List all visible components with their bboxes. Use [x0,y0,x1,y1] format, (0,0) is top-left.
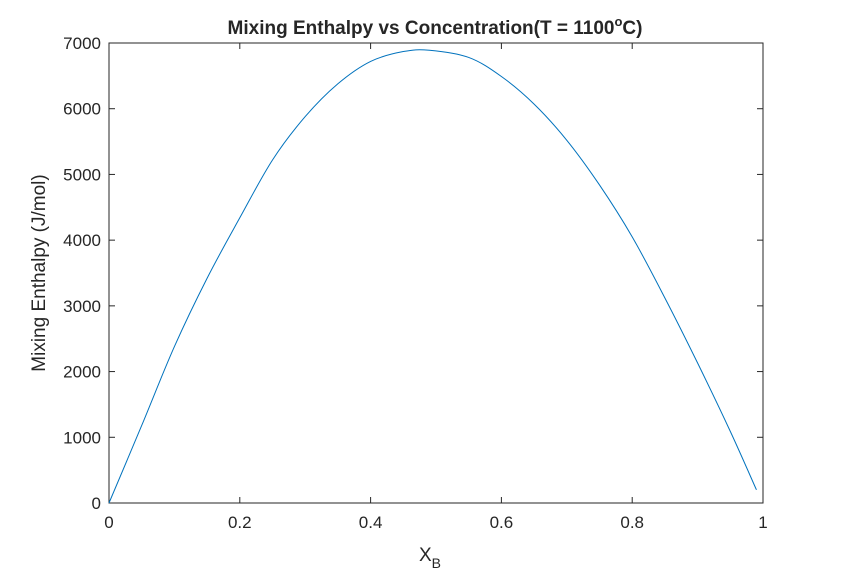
x-tick-labels: 0 0.2 0.4 0.6 0.8 1 [104,513,767,532]
tick-marks [108,42,764,504]
y-axis-label: Mixing Enthalpy (J/mol) [29,174,50,371]
chart-title-superscript: o [614,14,622,29]
y-tick-label: 2000 [63,363,101,382]
x-axis-label: XB [419,545,441,571]
chart-title: Mixing Enthalpy vs Concentration(T = 110… [228,14,643,39]
y-tick-label: 6000 [63,100,101,119]
series-line-0 [108,49,757,504]
y-tick-label: 4000 [63,231,101,250]
y-tick-label: 5000 [63,165,101,184]
plot-axes [108,42,764,504]
y-tick-label: 1000 [63,428,101,447]
x-tick-label: 0.4 [359,513,383,532]
x-axis-label-base: X [419,545,432,566]
chart-title-suffix: C) [622,18,642,39]
y-tick-label: 0 [92,494,101,513]
y-tick-label: 3000 [63,297,101,316]
x-tick-label: 0.2 [228,513,252,532]
y-tick-label: 7000 [63,34,101,53]
chart-title-prefix: Mixing Enthalpy vs Concentration(T = 110… [228,18,615,39]
y-tick-labels: 0 1000 2000 3000 4000 5000 6000 7000 [63,34,101,513]
x-tick-label: 1 [758,513,767,532]
plot-box [108,42,764,504]
x-tick-label: 0 [104,513,113,532]
x-tick-label: 0.8 [620,513,644,532]
x-axis-label-subscript: B [432,555,441,571]
x-tick-label: 0.6 [490,513,514,532]
series-group [108,49,757,504]
